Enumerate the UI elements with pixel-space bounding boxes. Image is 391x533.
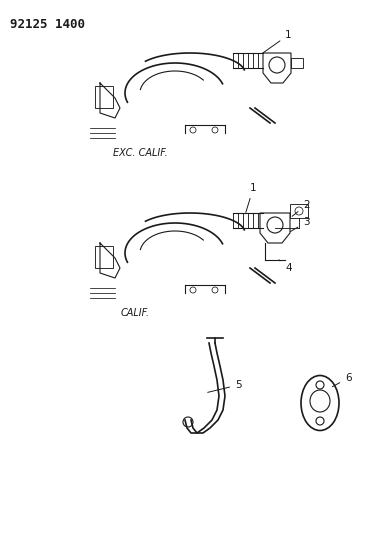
Text: 2: 2 [292,200,310,216]
Text: CALIF.: CALIF. [120,308,150,318]
Bar [290,204,308,218]
Text: 1: 1 [246,183,256,212]
Text: EXC. CALIF.: EXC. CALIF. [113,148,167,158]
Bar [95,246,113,268]
Text: 92125 1400: 92125 1400 [10,18,85,31]
Bar [95,86,113,108]
Text: 5: 5 [208,380,242,392]
Text: 4: 4 [279,260,292,273]
Text: 1: 1 [262,30,292,53]
Text: 3: 3 [291,217,310,231]
Bar [291,58,303,68]
Text: 6: 6 [332,373,352,386]
